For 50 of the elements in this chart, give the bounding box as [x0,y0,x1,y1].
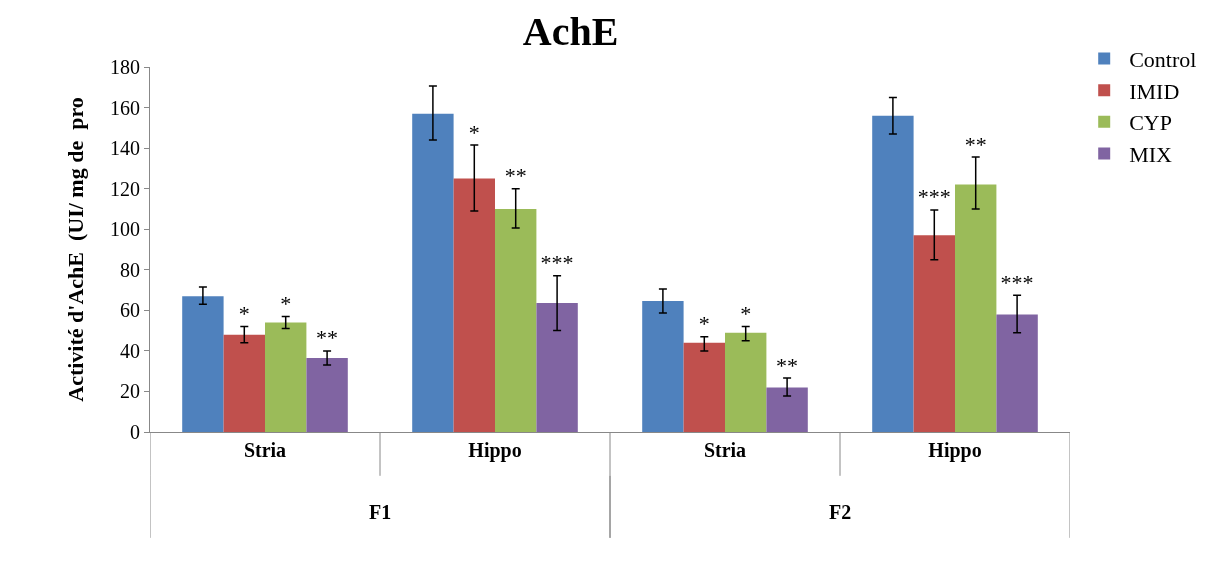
x-tick-label: Hippo [468,439,522,462]
data-label: ** [316,325,339,351]
data-label: *** [1000,269,1034,295]
data-label: * [698,311,710,337]
data-label: * [238,301,250,327]
x-tick-label: Stria [243,439,287,461]
chart-title: AchE [522,9,619,55]
y-tick-label: 0 [130,421,140,443]
bar [495,208,537,432]
legend-label: Control [1129,47,1197,73]
bar [453,178,495,432]
bar [182,296,224,432]
bar [412,113,454,432]
legend-label: CYP [1129,110,1172,136]
bar [683,342,725,432]
y-axis-title: Activité d'AchE (UI/ mg de pro [62,97,88,402]
data-label: * [280,290,292,316]
bar [265,322,307,432]
bar [306,357,348,432]
y-tick-label: 180 [110,56,140,78]
bar [872,115,914,432]
data-label: ** [504,163,527,189]
y-tick-label: 80 [120,258,140,281]
data-label: * [740,301,752,327]
legend-label: IMID [1129,78,1180,104]
legend-label: MIX [1129,141,1173,167]
bar [766,387,808,432]
data-label: *** [917,184,951,210]
text: F1 [369,501,392,523]
data-label: *** [540,250,574,276]
y-tick-label: 100 [110,218,140,241]
y-tick-label: 40 [120,339,140,362]
x-tick-label: Stria [703,439,747,461]
data-label: ** [776,352,799,378]
bar [955,184,997,432]
y-tick-label: 60 [120,299,140,322]
y-tick-label: 120 [110,177,140,200]
data-label: ** [964,131,987,157]
bar [223,334,265,432]
text: F2 [829,501,852,523]
data-label: * [468,119,480,145]
bar [725,332,767,432]
y-tick-label: 140 [110,137,140,160]
y-tick-label: 20 [120,380,140,403]
bar [642,301,684,432]
bar [996,314,1038,432]
y-tick-label: 160 [110,96,140,119]
bar [536,303,578,432]
x-tick-label: Hippo [928,439,982,462]
bar [913,235,955,432]
